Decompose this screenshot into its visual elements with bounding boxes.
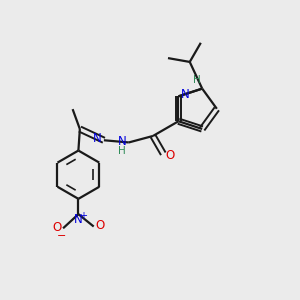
Text: N: N [181, 88, 189, 101]
Text: H: H [193, 75, 201, 85]
Text: N: N [74, 213, 82, 226]
Text: O: O [165, 149, 174, 162]
Text: O: O [52, 221, 61, 234]
Text: +: + [80, 211, 87, 220]
Text: −: − [57, 231, 66, 241]
Text: O: O [96, 219, 105, 232]
Text: H: H [118, 146, 126, 156]
Text: N: N [118, 135, 127, 148]
Text: N: N [93, 132, 102, 145]
